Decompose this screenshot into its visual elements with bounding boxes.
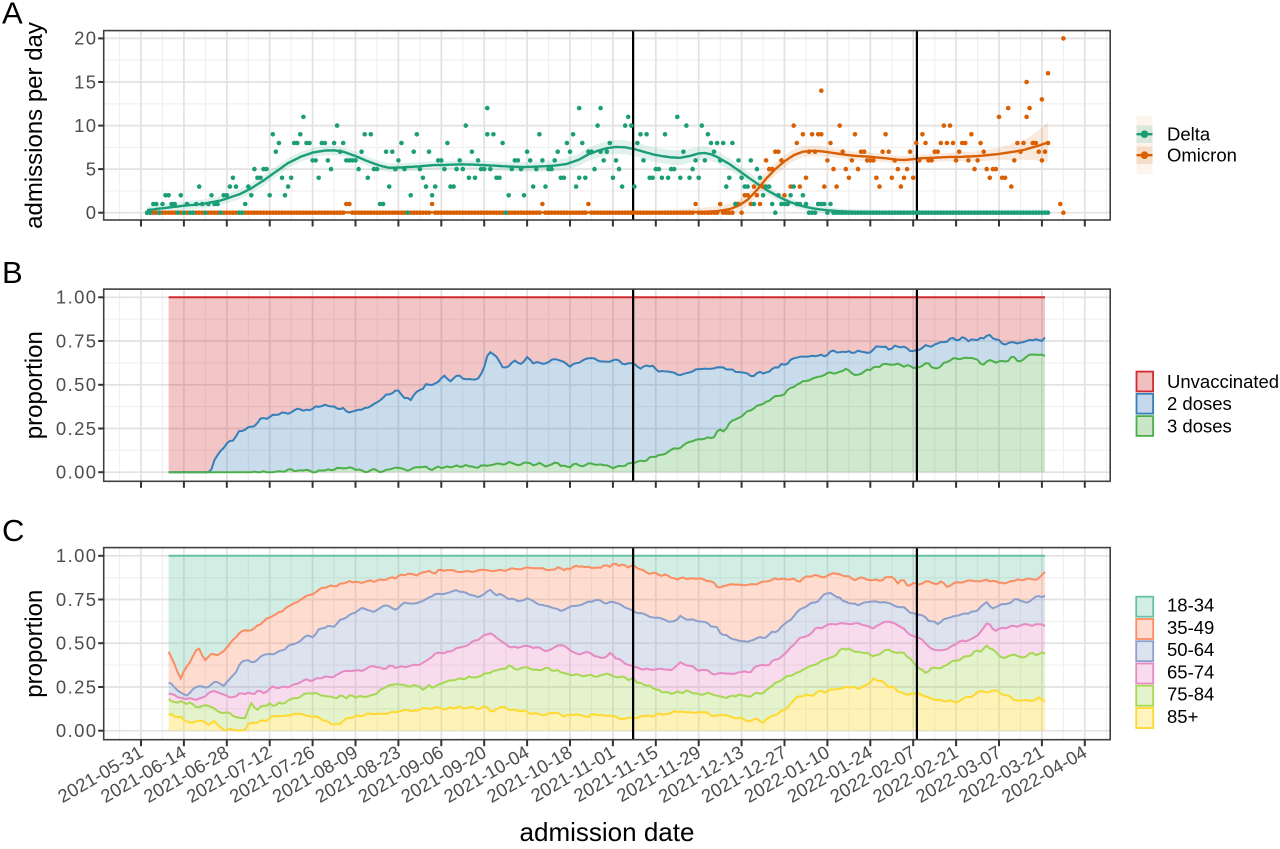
- svg-text:0: 0: [86, 202, 98, 223]
- svg-text:1.00: 1.00: [56, 545, 98, 566]
- svg-text:3 doses: 3 doses: [1167, 416, 1232, 437]
- svg-text:proportion: proportion: [21, 331, 48, 439]
- svg-text:65-74: 65-74: [1167, 661, 1214, 682]
- svg-text:20: 20: [74, 28, 97, 49]
- svg-text:75-84: 75-84: [1167, 684, 1214, 705]
- svg-text:85+: 85+: [1167, 706, 1198, 727]
- svg-text:0.75: 0.75: [56, 589, 98, 610]
- svg-text:admission date: admission date: [520, 817, 695, 844]
- svg-text:0.75: 0.75: [56, 330, 98, 351]
- svg-text:A: A: [2, 0, 23, 31]
- svg-text:50-64: 50-64: [1167, 639, 1214, 660]
- svg-text:15: 15: [74, 71, 97, 92]
- svg-text:0.00: 0.00: [56, 462, 98, 483]
- svg-text:proportion: proportion: [21, 590, 48, 698]
- svg-text:admissions per day: admissions per day: [21, 22, 48, 229]
- svg-text:0.50: 0.50: [56, 633, 98, 654]
- svg-text:1.00: 1.00: [56, 287, 98, 308]
- svg-text:Delta: Delta: [1167, 124, 1211, 145]
- svg-text:35-49: 35-49: [1167, 617, 1214, 638]
- svg-text:5: 5: [86, 158, 98, 179]
- svg-text:0.00: 0.00: [56, 720, 98, 741]
- svg-text:18-34: 18-34: [1167, 595, 1214, 616]
- svg-text:Unvaccinated: Unvaccinated: [1167, 371, 1279, 392]
- svg-text:0.50: 0.50: [56, 374, 98, 395]
- svg-text:B: B: [2, 255, 23, 290]
- svg-text:C: C: [2, 513, 24, 548]
- svg-text:2 doses: 2 doses: [1167, 393, 1232, 414]
- svg-text:10: 10: [74, 115, 97, 136]
- svg-text:0.25: 0.25: [56, 676, 98, 697]
- svg-text:0.25: 0.25: [56, 418, 98, 439]
- svg-text:Omicron: Omicron: [1167, 145, 1237, 166]
